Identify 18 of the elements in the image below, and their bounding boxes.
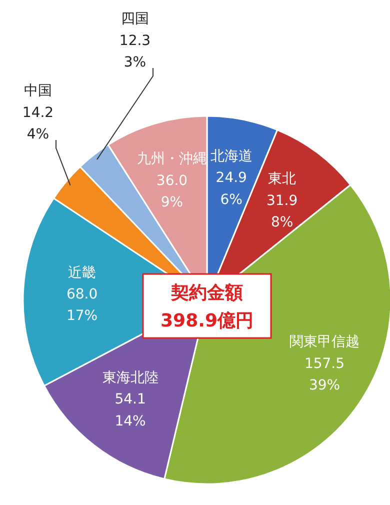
slice-label: 北海道	[210, 148, 252, 164]
slice-label: 四国	[121, 11, 149, 28]
slice-label: 東北	[268, 171, 296, 188]
text: 契約金額	[170, 282, 243, 304]
data-label: 14.2 4%	[22, 104, 54, 143]
slice-label: 関東甲信越	[290, 334, 360, 350]
data-label: 68.0 17%	[66, 286, 98, 324]
data-label: 36.0 9%	[156, 172, 188, 210]
data-label: 157.5 39%	[304, 356, 345, 394]
data-label: 31.9 8%	[266, 192, 298, 230]
slice-label: 近畿	[68, 264, 96, 281]
data-label: 12.3 3%	[119, 32, 151, 71]
text: 398.9億円	[160, 310, 254, 332]
slice-label: 九州・沖縄	[137, 151, 207, 168]
data-label: 24.9 6%	[216, 170, 247, 208]
slice-label: 東海北陸	[102, 370, 158, 386]
data-label: 54.1 14%	[114, 392, 146, 430]
slice-label: 中国	[24, 83, 52, 100]
